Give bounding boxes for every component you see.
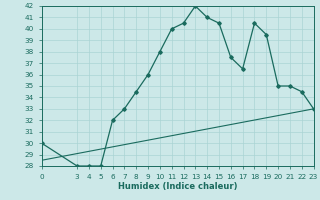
X-axis label: Humidex (Indice chaleur): Humidex (Indice chaleur): [118, 182, 237, 191]
